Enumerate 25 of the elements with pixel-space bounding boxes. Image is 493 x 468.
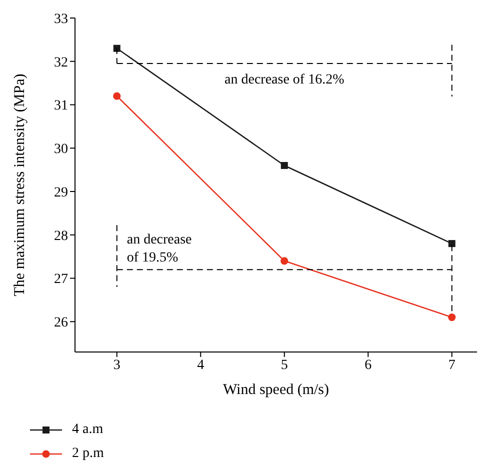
point xyxy=(280,162,288,169)
y-tick-label: 27 xyxy=(54,272,68,288)
y-tick-label: 33 xyxy=(54,12,68,27)
point xyxy=(113,92,121,100)
y-tick-label: 26 xyxy=(54,316,68,331)
point xyxy=(448,240,456,248)
point xyxy=(280,257,288,265)
y-tick-label: 29 xyxy=(54,185,68,200)
y-tick-label: 30 xyxy=(54,142,68,158)
y-tick-label: 32 xyxy=(54,55,68,70)
legend-label: 4 a.m xyxy=(72,422,104,438)
point xyxy=(113,44,120,52)
legend-label: 2 p.m xyxy=(72,446,104,462)
ref-line-label: an decrease of 19.5% xyxy=(126,232,192,266)
y-axis-title: The maximum stress intensity (MPa) xyxy=(12,74,28,296)
x-tick-label: 6 xyxy=(364,358,372,373)
ref-line-label: an decrease of 16.2% xyxy=(224,72,345,88)
x-tick-label: 5 xyxy=(280,358,288,373)
x-tick-label: 7 xyxy=(448,358,456,373)
x-axis-title: Wind speed (m/s) xyxy=(222,382,330,398)
y-tick-label: 31 xyxy=(54,98,68,114)
y-tick-label: 28 xyxy=(54,228,68,244)
x-tick-label: 3 xyxy=(113,358,120,373)
x-tick-label: 4 xyxy=(197,358,204,373)
point xyxy=(448,314,456,322)
